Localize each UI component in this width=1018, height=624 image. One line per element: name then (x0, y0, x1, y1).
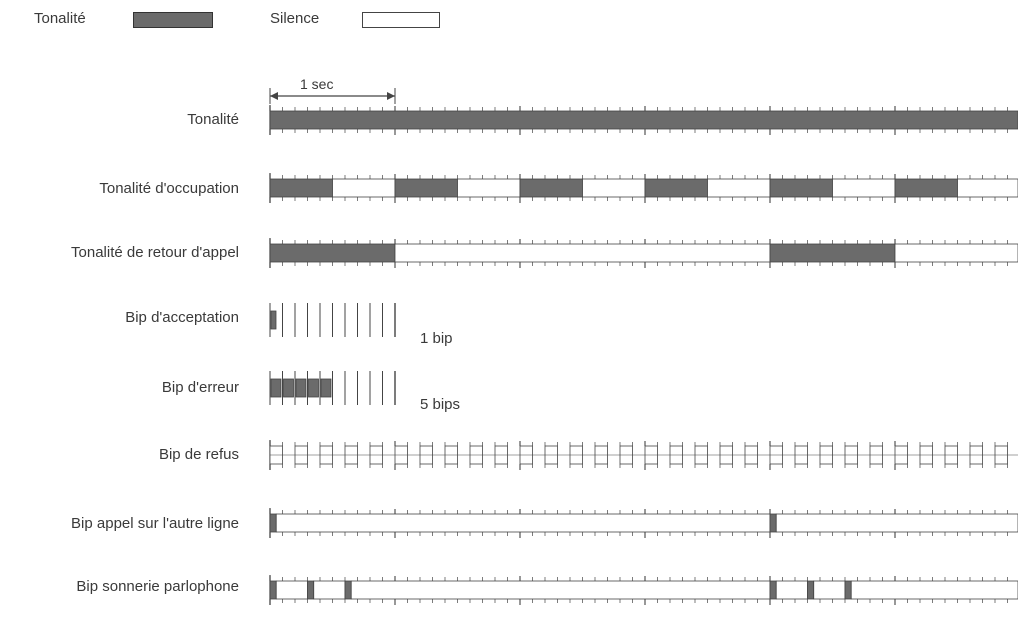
row-occupation-silence-segment (832, 178, 896, 198)
row-occupation-silence-segment (957, 178, 1018, 198)
row-erreur-tone-segment (283, 378, 294, 398)
row-tonalite-tone-segment (269, 110, 1018, 130)
row-retour-silence-segment (394, 243, 771, 263)
row-parlophone-silence-segment (350, 580, 771, 600)
row-parlophone-silence-segment (275, 580, 308, 600)
row-retour-tone-segment (769, 243, 896, 263)
row-label-refus: Bip de refus (158, 446, 239, 463)
row-occupation-tone-segment (269, 178, 333, 198)
row-occupation-tone-segment (769, 178, 833, 198)
row-parlophone-tone-segment (769, 580, 777, 600)
row-parlophone-tone-segment (307, 580, 315, 600)
row-occupation-silence-segment (332, 178, 396, 198)
row-occupation-tone-segment (519, 178, 583, 198)
row-autre-tone-segment (269, 513, 277, 533)
row-label-retour: Tonalité de retour d'appel (71, 244, 239, 261)
scale-arrow-left-head (270, 92, 278, 100)
row-parlophone-silence-segment (775, 580, 808, 600)
row-erreur-tone-segment (320, 378, 332, 398)
row-parlophone-tone-segment (844, 580, 852, 600)
row-label-tonalite: Tonalité (187, 111, 239, 128)
row-erreur-tone-segment (270, 378, 282, 398)
row-autre-silence-segment (275, 513, 771, 533)
row-label-occupation: Tonalité d'occupation (99, 180, 239, 197)
row-parlophone-tone-segment (807, 580, 815, 600)
row-occupation-tone-segment (394, 178, 458, 198)
scale-arrow-right-head (387, 92, 395, 100)
row-erreur-tone-segment (295, 378, 307, 398)
row-occupation-tone-segment (894, 178, 958, 198)
row-retour-silence-segment (894, 243, 1018, 263)
row-autre-silence-segment (775, 513, 1018, 533)
row-autre-tone-segment (769, 513, 777, 533)
legend-tone-swatch (133, 12, 213, 28)
row-label-autre: Bip appel sur l'autre ligne (71, 515, 239, 532)
row-occupation-tone-segment (644, 178, 708, 198)
row-occupation-silence-segment (457, 178, 521, 198)
scale-label: 1 sec (300, 76, 334, 92)
row-parlophone-silence-segment (850, 580, 1018, 600)
legend-silence-swatch (362, 12, 440, 28)
row-label-erreur: Bip d'erreur (161, 379, 239, 396)
note-acceptation: 1 bip (420, 330, 453, 347)
row-parlophone-silence-segment (313, 580, 346, 600)
note-erreur: 5 bips (420, 396, 461, 413)
row-acceptation-tone-segment (270, 310, 277, 330)
legend-tone-label: Tonalité (34, 10, 86, 27)
row-parlophone-tone-segment (269, 580, 277, 600)
row-occupation-silence-segment (707, 178, 771, 198)
row-retour-tone-segment (269, 243, 396, 263)
row-erreur-tone-segment (308, 378, 319, 398)
row-parlophone-silence-segment (813, 580, 846, 600)
row-occupation-silence-segment (582, 178, 646, 198)
row-label-parlophone: Bip sonnerie parlophone (76, 578, 239, 595)
legend-silence-label: Silence (270, 10, 320, 27)
row-label-acceptation: Bip d'acceptation (125, 309, 239, 326)
row-parlophone-tone-segment (344, 580, 352, 600)
